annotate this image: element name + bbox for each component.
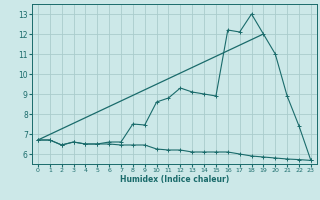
X-axis label: Humidex (Indice chaleur): Humidex (Indice chaleur): [120, 175, 229, 184]
